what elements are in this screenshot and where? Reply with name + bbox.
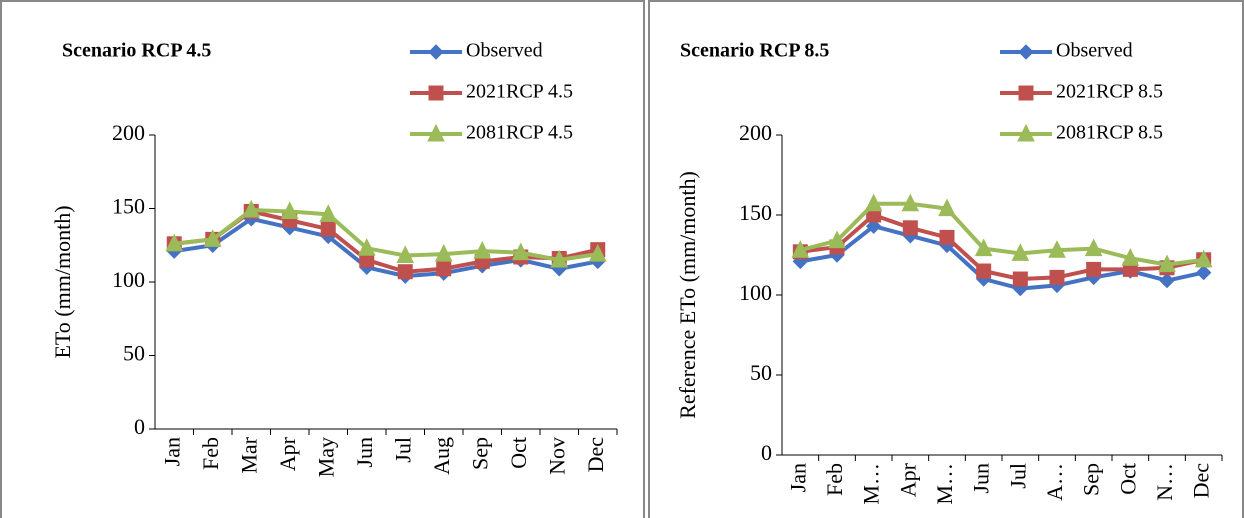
data-point — [864, 193, 883, 212]
x-tick-label: A… — [1042, 463, 1067, 501]
data-point — [1195, 264, 1212, 281]
data-point — [1012, 271, 1028, 287]
data-point — [436, 261, 452, 277]
x-tick-label: Nov — [544, 437, 569, 475]
chart-title: Scenario RCP 4.5 — [62, 40, 211, 62]
data-point — [1194, 249, 1213, 268]
legend-marker — [1018, 85, 1034, 101]
data-point — [939, 229, 955, 245]
y-axis-label: Reference ETo (mm/month) — [675, 171, 700, 419]
data-point — [397, 264, 413, 280]
x-tick-label: Sep — [1079, 463, 1104, 496]
legend-label: 2021RCP 4.5 — [466, 81, 573, 103]
legend-marker — [428, 44, 444, 60]
y-tick-label: 50 — [123, 341, 145, 366]
data-point — [320, 221, 336, 237]
y-tick-label: 200 — [739, 120, 772, 145]
x-tick-label: Jul — [1005, 463, 1030, 489]
y-tick-label: 200 — [112, 120, 145, 145]
data-point — [1048, 240, 1066, 258]
x-tick-label: Jan — [159, 437, 184, 466]
x-tick-label: Jul — [390, 437, 415, 463]
data-point — [1121, 248, 1140, 266]
x-tick-label: N… — [1152, 463, 1177, 501]
x-tick-label: Feb — [198, 437, 223, 470]
x-tick-label: Aug — [429, 437, 454, 475]
y-tick-label: 100 — [739, 280, 772, 305]
legend-label: Observed — [1056, 40, 1133, 62]
panel-border — [0, 0, 645, 518]
x-tick-label: M… — [932, 463, 957, 505]
y-tick-label: 150 — [112, 194, 145, 219]
data-point — [902, 220, 918, 236]
data-point — [434, 243, 453, 262]
data-point — [901, 193, 920, 212]
x-tick-label: M… — [859, 463, 884, 505]
data-point — [203, 229, 222, 247]
data-point — [974, 238, 993, 257]
chart-title: Scenario RCP 8.5 — [680, 40, 829, 62]
panel-border — [648, 0, 1244, 518]
data-point — [1084, 238, 1103, 257]
legend-label: 2081RCP 4.5 — [466, 122, 573, 144]
x-tick-label: Apr — [895, 462, 920, 497]
x-tick-label: Jan — [785, 463, 810, 492]
legend-marker — [428, 85, 444, 101]
y-tick-label: 150 — [739, 200, 772, 225]
x-tick-label: Oct — [1115, 463, 1140, 495]
data-point — [828, 230, 846, 249]
x-tick-label: May — [313, 437, 338, 477]
x-tick-label: Jun — [352, 437, 377, 468]
legend-label: 2021RCP 8.5 — [1056, 81, 1163, 103]
data-point — [1049, 269, 1065, 285]
data-point — [865, 218, 882, 234]
x-tick-label: Mar — [236, 436, 261, 473]
x-tick-label: Feb — [822, 463, 847, 496]
data-point — [280, 201, 299, 219]
data-point — [1086, 261, 1102, 277]
series-line — [799, 224, 1205, 291]
data-point — [791, 240, 810, 258]
legend-label: 2081RCP 8.5 — [1056, 122, 1163, 144]
data-point — [165, 233, 184, 252]
y-tick-label: 0 — [134, 414, 145, 439]
legend-label: Observed — [466, 40, 543, 62]
x-tick-label: Dec — [1189, 463, 1214, 499]
x-tick-label: Apr — [275, 436, 300, 471]
x-tick-label: Dec — [583, 437, 608, 473]
legend-marker — [1017, 123, 1035, 142]
data-point — [357, 238, 376, 256]
y-tick-label: 100 — [112, 267, 145, 292]
legend-marker — [427, 123, 445, 142]
x-tick-label: Sep — [467, 437, 492, 470]
legend-marker — [1018, 44, 1034, 60]
y-axis-label: ETo (mm/month) — [50, 205, 75, 358]
data-point — [1158, 254, 1176, 273]
series-line — [174, 207, 599, 262]
data-point — [1159, 272, 1175, 289]
data-point — [938, 198, 956, 217]
data-point — [396, 245, 415, 264]
y-tick-label: 0 — [761, 440, 772, 465]
series-line — [800, 212, 1205, 282]
y-tick-label: 50 — [750, 360, 772, 385]
data-point — [511, 242, 530, 261]
data-point — [473, 241, 492, 259]
data-point — [550, 249, 569, 268]
x-tick-label: Oct — [506, 437, 531, 469]
data-point — [976, 263, 992, 279]
data-point — [319, 204, 338, 222]
data-point — [588, 243, 607, 262]
data-point — [242, 199, 261, 218]
x-tick-label: Jun — [969, 463, 994, 494]
data-point — [1011, 243, 1030, 261]
